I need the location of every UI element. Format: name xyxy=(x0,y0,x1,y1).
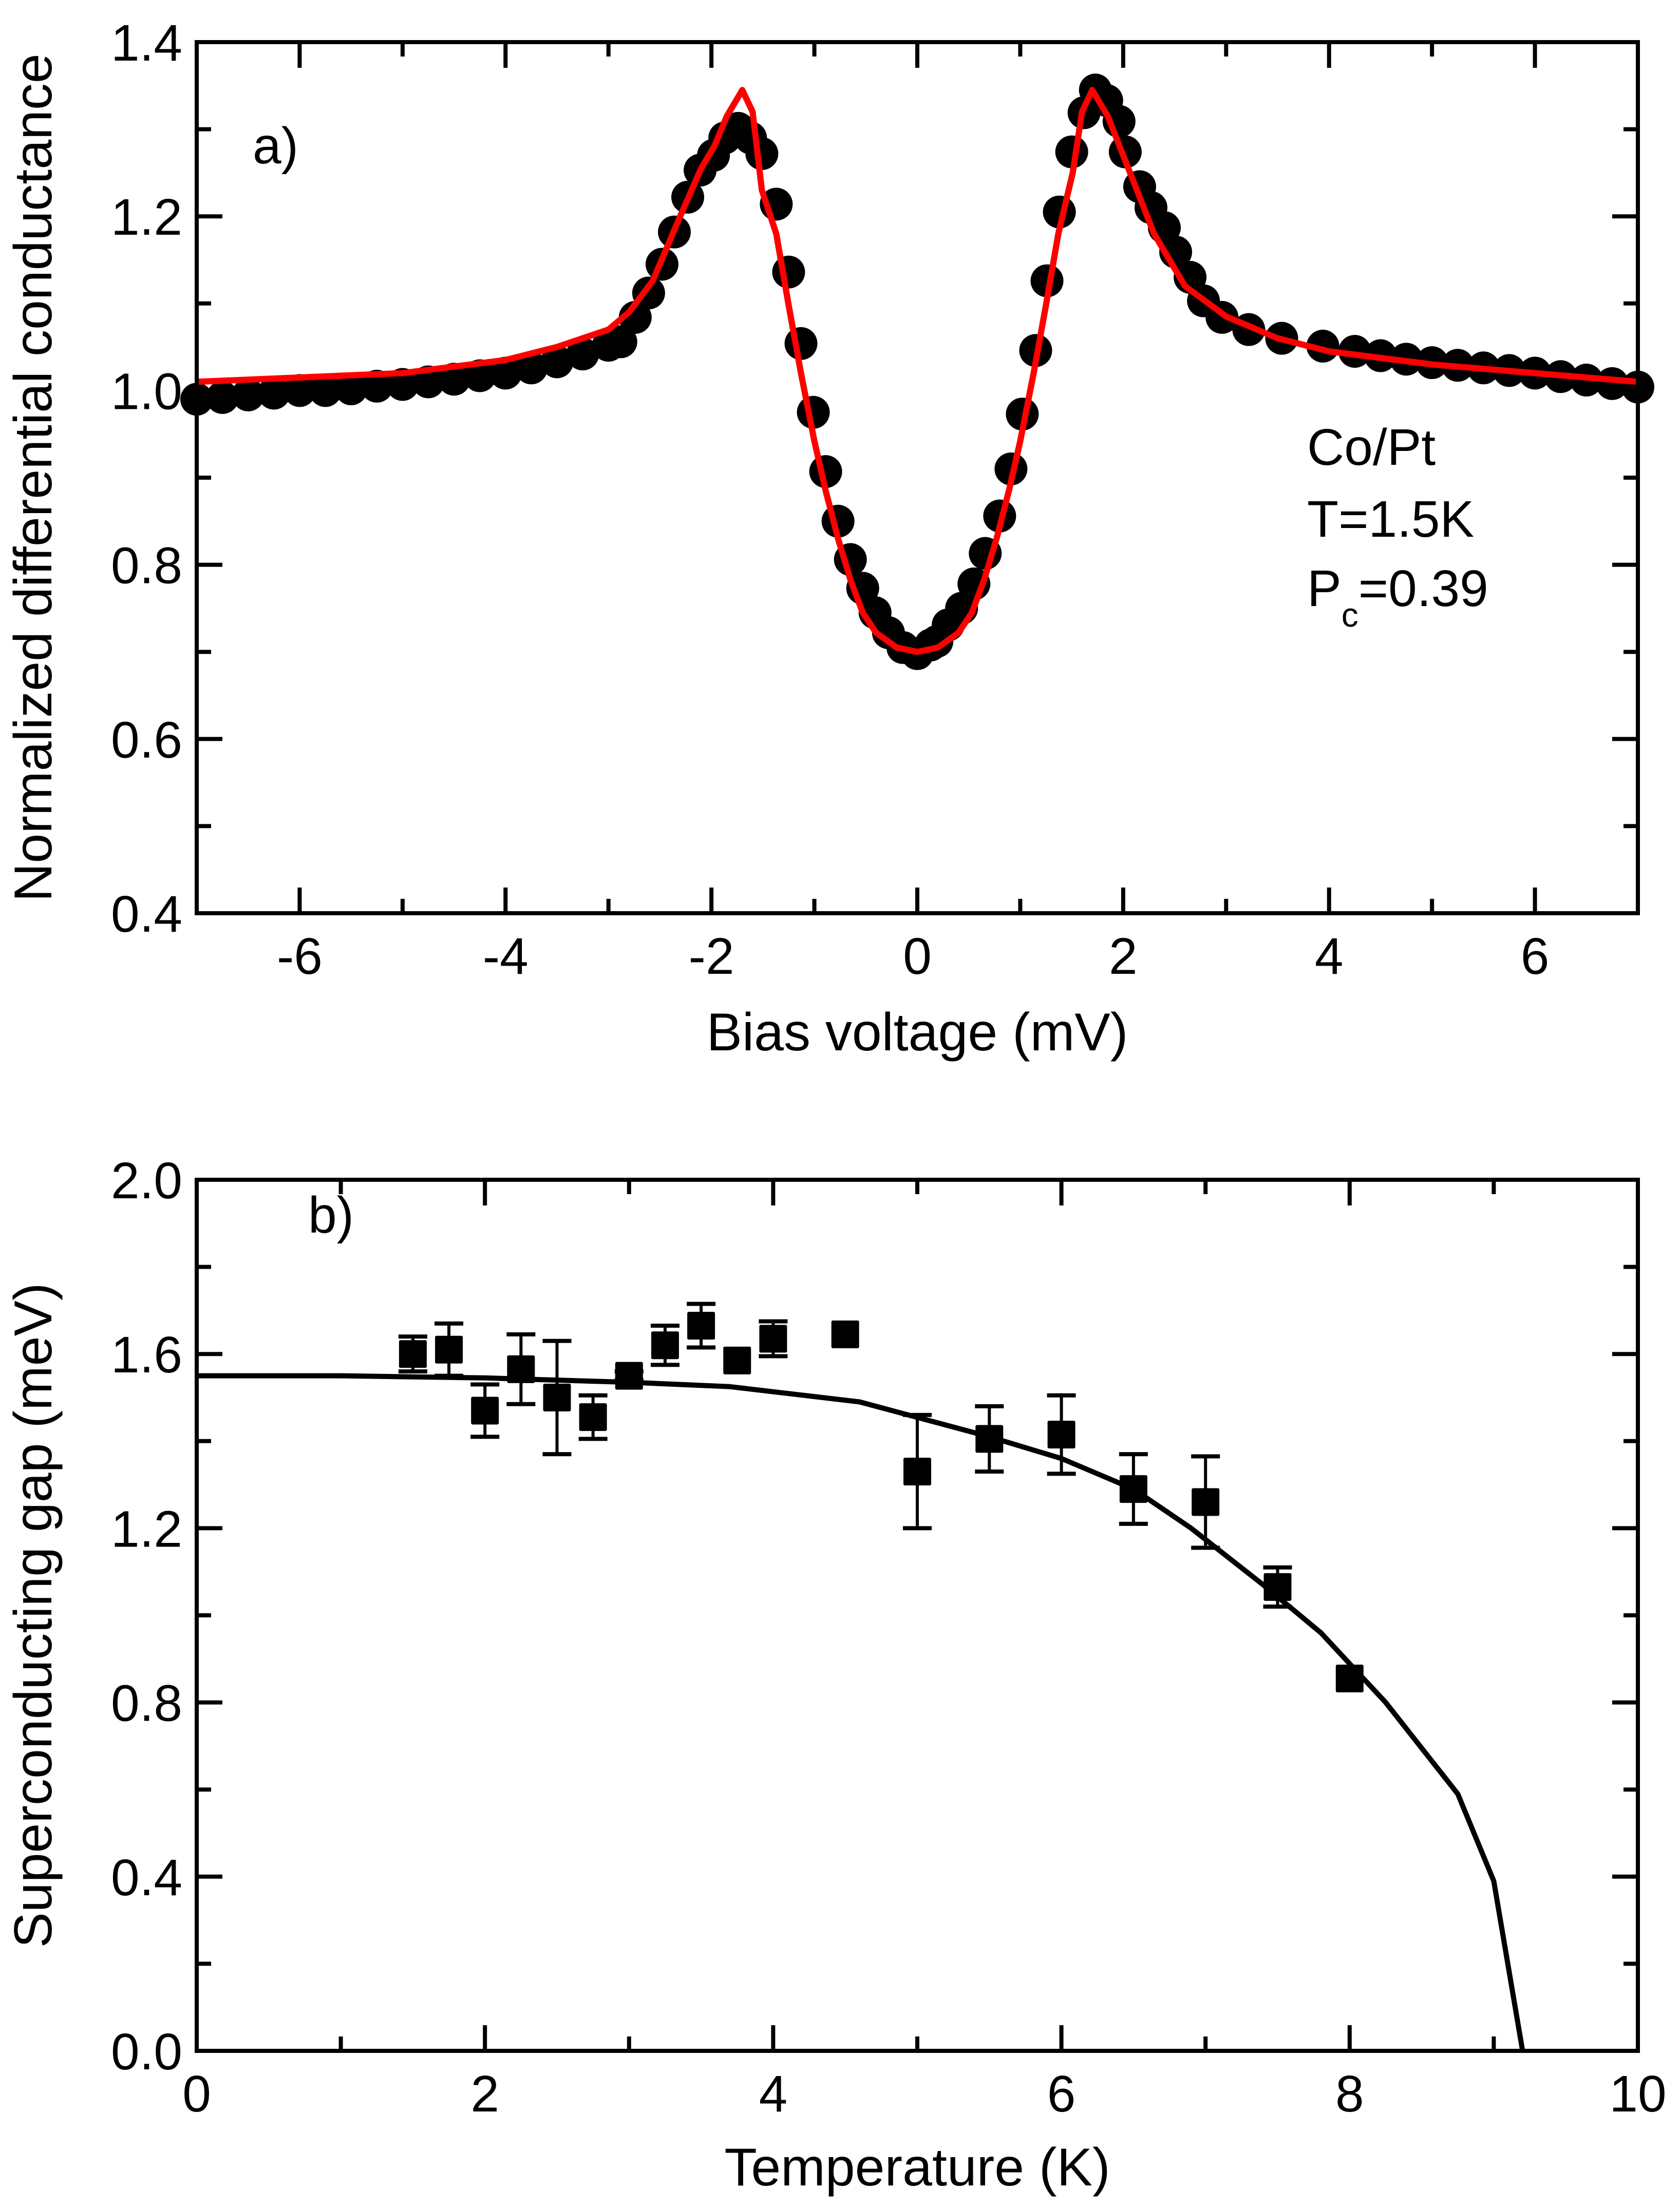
y-tick-label: 0.8 xyxy=(111,537,182,595)
data-point xyxy=(903,1458,931,1486)
data-point xyxy=(360,369,393,403)
x-tick-label: 6 xyxy=(1521,928,1550,985)
annotation-material: Co/Pt xyxy=(1307,419,1436,476)
fit-curve xyxy=(196,87,1638,655)
data-point xyxy=(831,1321,859,1349)
x-tick-label: 0 xyxy=(903,928,932,985)
data-point xyxy=(463,359,497,392)
x-tick-label: 2 xyxy=(1109,928,1138,985)
x-axis-label-b: Temperature (K) xyxy=(724,2138,1110,2197)
x-tick-label: 4 xyxy=(1315,928,1344,985)
data-point xyxy=(566,337,599,371)
x-tick-label: 0 xyxy=(182,2065,211,2123)
x-tick-label: 10 xyxy=(1609,2065,1666,2123)
x-tick-label: 2 xyxy=(470,2065,499,2123)
annotation-polarization: Pc=0.39 xyxy=(1307,560,1488,634)
plot-frame xyxy=(195,40,1640,915)
x-tick-label: -2 xyxy=(689,928,734,985)
panel-a-label: a) xyxy=(253,117,298,175)
data-point xyxy=(651,1331,679,1360)
data-point xyxy=(1338,335,1371,368)
panel-a-conductance-plot: -6 -4 -2 0 2 4 6 0.4 0.6 0.8 1.0 1.2 1.4 a) Co/Pt T=… xyxy=(4,14,1654,1062)
data-point xyxy=(438,363,471,396)
y-tick-label: 1.6 xyxy=(111,1326,182,1384)
data-point xyxy=(1119,1475,1147,1503)
x-tick-label: -4 xyxy=(483,928,528,985)
y-tick-label: 1.4 xyxy=(111,14,182,72)
y-axis-label-b: Superconducting gap (meV) xyxy=(4,1283,63,1948)
data-point xyxy=(784,327,818,360)
data-point xyxy=(543,1384,571,1411)
data-point xyxy=(515,351,548,385)
y-tick-label: 0.6 xyxy=(111,711,182,769)
data-point xyxy=(1047,1421,1075,1449)
y-tick-label: 0.4 xyxy=(111,1849,182,1907)
data-point xyxy=(615,1362,643,1390)
panel-b-gap-plot: 0 2 4 6 8 10 0.0 0.4 0.8 1.2 1.6 2.0 b) Temperature… xyxy=(4,1152,1667,2197)
data-point xyxy=(1192,1488,1220,1516)
data-point xyxy=(759,1325,787,1353)
data-point xyxy=(399,1340,427,1368)
data-point xyxy=(1263,1573,1292,1601)
x-tick-label: 8 xyxy=(1335,2065,1364,2123)
y-tick-label: 1.0 xyxy=(111,363,182,420)
y-tick-label: 0.0 xyxy=(111,2023,182,2081)
data-point xyxy=(489,356,522,390)
plot-frame xyxy=(195,1178,1640,2053)
data-point xyxy=(435,1335,463,1364)
data-point xyxy=(1006,398,1039,431)
data-point xyxy=(232,378,265,411)
y-tick-label: 1.2 xyxy=(111,1500,182,1558)
data-point xyxy=(257,376,291,410)
data-point xyxy=(723,1346,751,1374)
x-tick-label: -6 xyxy=(277,928,323,985)
fit-curve xyxy=(197,1373,1525,2051)
x-tick-label: 4 xyxy=(759,2065,788,2123)
panel-b-label: b) xyxy=(308,1186,354,1244)
y-tick-label: 0.4 xyxy=(111,885,182,943)
data-point xyxy=(309,374,342,407)
y-tick-label: 2.0 xyxy=(111,1152,182,1210)
y-tick-label: 0.8 xyxy=(111,1675,182,1732)
data-point xyxy=(618,300,652,334)
data-point xyxy=(604,325,637,359)
data-point xyxy=(540,345,574,379)
y-axis-label-a: Normalized differential conductance xyxy=(4,53,63,901)
data-point xyxy=(471,1397,499,1425)
data-point xyxy=(975,1425,1004,1453)
y-tick-label: 1.2 xyxy=(111,188,182,246)
data-point xyxy=(283,374,316,407)
data-point xyxy=(772,255,805,289)
data-point xyxy=(579,1403,607,1431)
data-point xyxy=(334,372,368,406)
x-tick-label: 6 xyxy=(1047,2065,1076,2123)
annotation-temperature: T=1.5K xyxy=(1307,491,1474,548)
data-point xyxy=(1335,1664,1364,1692)
data-point xyxy=(507,1355,535,1383)
data-point xyxy=(687,1312,715,1340)
x-axis-label-a: Bias voltage (mV) xyxy=(707,1003,1128,1062)
data-point xyxy=(1030,264,1064,297)
